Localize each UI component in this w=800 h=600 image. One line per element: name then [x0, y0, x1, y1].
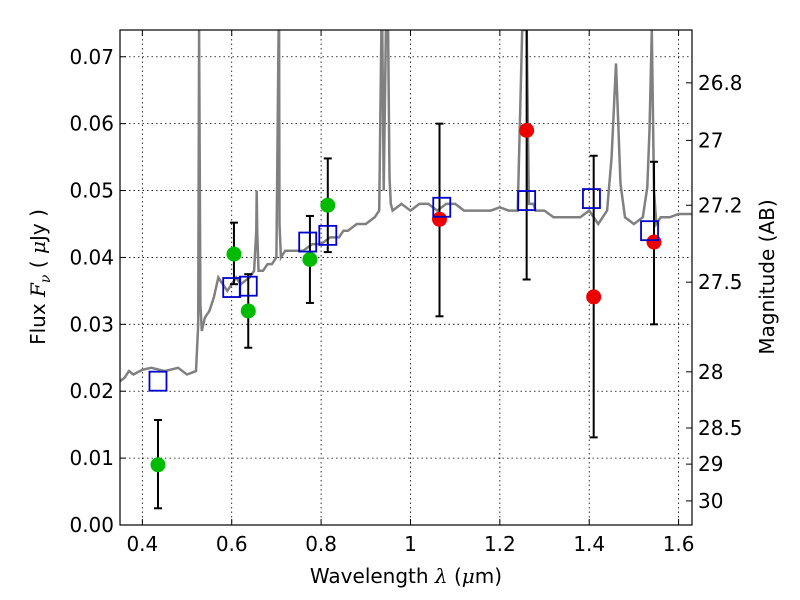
x-tick-label: 0.8	[305, 532, 337, 556]
x-tick-label: 0.4	[126, 532, 158, 556]
red-data-point	[586, 289, 602, 305]
y2-tick-label: 27.5	[698, 270, 743, 294]
green-data-point	[150, 457, 166, 473]
y-tick-label: 0.06	[69, 112, 114, 136]
model-square-point	[238, 275, 258, 297]
x-tick-label: 1	[404, 532, 417, 556]
plot-frame	[119, 29, 693, 526]
red-data-point	[646, 234, 662, 250]
model-square-point	[148, 370, 168, 392]
green-data-point	[226, 246, 242, 262]
y-tick-label: 0.07	[69, 45, 114, 69]
model-square-point	[582, 188, 601, 209]
x-tick-label: 1.4	[573, 532, 605, 556]
y-axis-title: Flux Fν ( μJy )	[26, 209, 54, 345]
x-tick-label: 0.6	[216, 532, 248, 556]
y2-tick-label: 27.2	[698, 193, 743, 217]
green-data-point	[320, 197, 336, 213]
model-square-point	[318, 224, 338, 246]
y-tick-label: 0.01	[69, 446, 114, 470]
y-tick-label: 0.00	[69, 513, 114, 537]
tick-labels: 0.4 0.6 0.8 1 1.2 1.4 1.6 0.00 0.01 0.02 0.03 0.04 0…	[69, 45, 742, 556]
y2-tick-label: 28.5	[698, 416, 743, 440]
x-axis-title: Wavelength λ (μm)	[310, 564, 502, 588]
x-tick-label: 1.2	[484, 532, 516, 556]
x-tick-label: 1.6	[663, 532, 695, 556]
model-spectrum-line	[120, 30, 692, 383]
plot-background	[120, 30, 692, 525]
model-square-point	[298, 231, 318, 253]
model-square-point	[432, 196, 452, 218]
model-square-point	[640, 220, 659, 242]
y2-tick-label: 29	[698, 452, 723, 476]
red-data-point	[432, 211, 448, 227]
red-data-point	[519, 122, 535, 138]
y2-axis-title: Magnitude (AB)	[755, 199, 779, 354]
y2-tick-label: 30	[698, 489, 723, 513]
plot-area	[120, 30, 692, 510]
y-tick-label: 0.02	[69, 379, 114, 403]
ticks	[120, 30, 692, 526]
y-tick-label: 0.05	[69, 179, 114, 203]
y-tick-label: 0.04	[69, 245, 114, 269]
y-tick-label: 0.03	[69, 312, 114, 336]
markers	[148, 122, 662, 473]
model-square-point	[517, 190, 537, 211]
y2-tick-label: 28	[698, 360, 723, 384]
y2-tick-label: 26.8	[698, 71, 743, 95]
y2-tick-label: 27	[698, 128, 723, 152]
green-data-point	[240, 303, 256, 319]
green-data-point	[302, 251, 318, 267]
